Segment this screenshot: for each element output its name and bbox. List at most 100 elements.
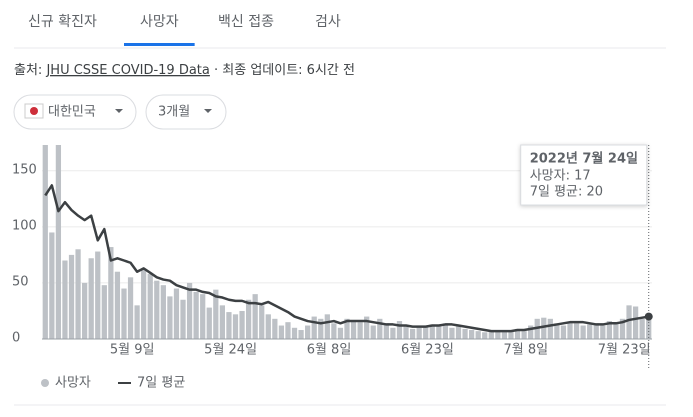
bar — [147, 273, 153, 339]
bar — [646, 319, 652, 339]
bar — [311, 316, 317, 339]
bar — [357, 322, 363, 339]
bar — [619, 318, 626, 339]
average-line — [44, 184, 649, 333]
bar — [501, 332, 508, 339]
bar — [226, 312, 232, 339]
bar — [436, 325, 442, 339]
country-label: 대한민국 — [48, 105, 96, 120]
bar — [167, 296, 173, 339]
bar — [245, 299, 252, 339]
bar — [62, 260, 68, 339]
bar — [613, 323, 619, 339]
dropdown-arrow — [204, 109, 212, 113]
bar — [259, 305, 265, 339]
bar — [377, 318, 383, 339]
bar — [219, 305, 225, 339]
bar — [403, 325, 409, 339]
bar — [88, 258, 94, 339]
bar — [75, 249, 81, 339]
bar — [560, 325, 567, 339]
range-chip[interactable] — [145, 94, 227, 130]
bar — [68, 254, 75, 339]
bar — [101, 285, 107, 339]
bar — [298, 330, 304, 339]
tab[interactable]: 검사 — [315, 14, 341, 30]
bar — [141, 269, 147, 339]
bar — [508, 330, 514, 339]
x-tick-label: 7월 8일 — [503, 343, 548, 358]
bar — [265, 314, 271, 339]
bar — [488, 331, 494, 339]
tooltip-line: 사망자: 17 — [530, 169, 591, 184]
bar — [626, 305, 632, 339]
tab[interactable]: 신규 확진자 — [28, 14, 97, 30]
bar — [180, 299, 186, 339]
bar — [318, 318, 324, 339]
hover-point — [644, 312, 653, 321]
bar — [429, 324, 435, 339]
plot-area — [42, 145, 652, 339]
bar — [82, 282, 88, 339]
bar — [95, 251, 101, 339]
source-updated: · 최종 업데이트: 6시간 전 — [214, 63, 355, 78]
source-prefix: 출처: — [14, 63, 42, 78]
x-tick-label: 6월 23일 — [401, 343, 454, 358]
source-link[interactable]: JHU CSSE COVID-19 Data — [45, 63, 209, 78]
bar — [331, 323, 337, 339]
bar — [639, 318, 645, 339]
legend-swatch — [41, 379, 49, 387]
bar — [160, 285, 166, 339]
bar — [541, 317, 547, 339]
bar — [475, 331, 481, 339]
tooltip-line: 7일 평균: 20 — [530, 185, 603, 200]
bar — [121, 288, 127, 339]
chart: 0 50 100 150 5월 9일 5월 24일 6월 8일 6월 23일 7월 8일 7월 2… — [12, 144, 653, 370]
bar — [239, 310, 245, 339]
bar — [350, 321, 357, 339]
legend-label: 사망자 — [55, 376, 91, 391]
y-tick-label: 150 — [12, 162, 37, 177]
bar — [154, 280, 160, 339]
bar — [514, 328, 521, 339]
bar — [55, 145, 62, 339]
bar — [455, 325, 462, 339]
bar — [547, 318, 553, 339]
bar — [554, 323, 560, 339]
bar — [396, 321, 403, 339]
tooltip-box — [520, 144, 648, 206]
bar — [285, 322, 291, 339]
bar — [416, 327, 422, 339]
country-chip[interactable] — [13, 94, 137, 130]
bar — [42, 145, 48, 339]
tooltip-date: 2022년 7월 24일 — [530, 151, 638, 167]
y-tick-label: 0 — [12, 331, 20, 346]
x-tick-label: 5월 9일 — [110, 343, 155, 358]
bar — [337, 327, 344, 339]
bar — [291, 327, 298, 339]
bar — [593, 323, 599, 339]
bar — [482, 332, 488, 339]
y-tick-label: 100 — [12, 218, 37, 233]
bar — [600, 325, 606, 339]
bar — [449, 327, 455, 339]
tab[interactable]: 백신 접종 — [218, 14, 274, 30]
bar — [462, 328, 468, 339]
bar — [186, 282, 193, 339]
bar — [495, 330, 501, 339]
bar — [364, 316, 370, 339]
bar — [632, 306, 639, 339]
range-label: 3개월 — [158, 105, 190, 120]
bar — [521, 331, 527, 339]
bar — [370, 325, 376, 339]
bar — [442, 323, 449, 339]
bar — [390, 327, 396, 339]
legend-label: 7일 평균 — [137, 376, 185, 391]
bar — [324, 314, 330, 339]
x-tick-label: 5월 24일 — [204, 343, 257, 358]
tab[interactable]: 사망자 — [140, 14, 179, 30]
flag-emblem — [30, 107, 38, 115]
